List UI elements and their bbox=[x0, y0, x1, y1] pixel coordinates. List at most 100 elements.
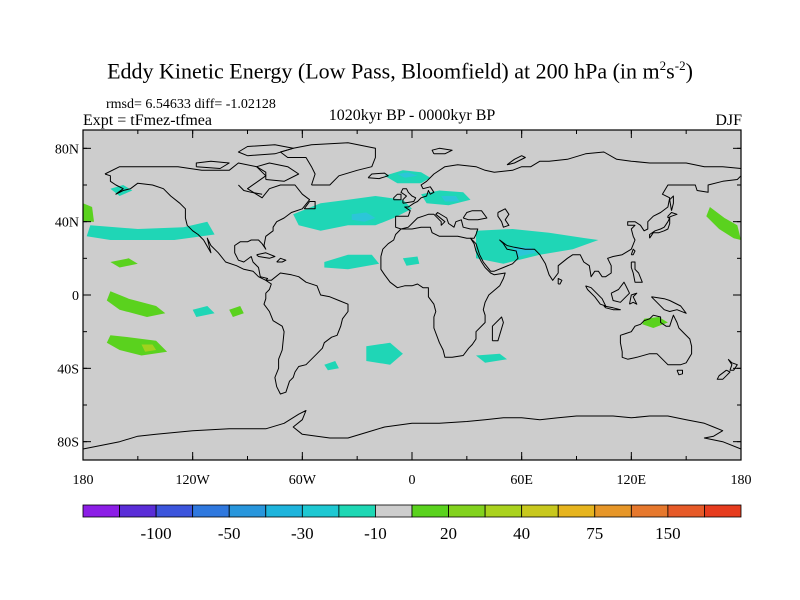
lon-tick-label: 60W bbox=[289, 473, 317, 488]
colorbar-box bbox=[630, 504, 669, 518]
coast-java bbox=[603, 305, 621, 311]
colorbar-box bbox=[557, 504, 596, 518]
coast-newfoundland bbox=[303, 201, 316, 210]
region-indian-ocean bbox=[476, 353, 507, 363]
lat-tick-label: 40N bbox=[55, 216, 79, 231]
coast-hispaniola bbox=[276, 257, 287, 263]
lon-tick-label: 0 bbox=[409, 473, 416, 488]
axis-layer: 80N 40N 0 40S 80S 180 120W 60W 0 60E 120E 180 bbox=[55, 129, 752, 488]
coast-hudson-bay-west bbox=[238, 184, 263, 195]
coast-sri-lanka bbox=[557, 278, 563, 285]
colorbar-box bbox=[82, 504, 120, 518]
lon-tick-label: 120E bbox=[617, 473, 647, 488]
coast-sulawesi bbox=[629, 292, 638, 305]
colorbar: -100 -50 -30 -10 20 40 75 150 bbox=[82, 504, 742, 543]
colorbar-box bbox=[667, 504, 705, 518]
region-nw-pacific bbox=[83, 203, 94, 222]
region-n-atlantic-core bbox=[351, 212, 376, 222]
region-australia bbox=[642, 317, 668, 328]
period-label: 1020kyr BP - 0000kyr BP bbox=[328, 107, 496, 124]
colorbar-box bbox=[228, 504, 267, 518]
coast-tasmania bbox=[676, 369, 683, 376]
colorbar-box bbox=[484, 504, 523, 518]
coast-south-america bbox=[263, 272, 349, 395]
coast-sakhalin bbox=[669, 195, 674, 211]
colorbar-box bbox=[411, 504, 449, 518]
coast-novaya-zemlya bbox=[506, 155, 526, 166]
region-n-pacific bbox=[86, 221, 215, 240]
coast-sumatra bbox=[585, 285, 607, 307]
colorbar-label: 20 bbox=[440, 524, 457, 543]
colorbar-label: 150 bbox=[655, 524, 681, 543]
lat-tick-label: 80N bbox=[55, 142, 79, 157]
colorbar-box bbox=[265, 504, 303, 518]
lat-tick-label: 80S bbox=[57, 436, 79, 451]
region-mid-atl bbox=[324, 254, 380, 270]
region-sw-pacific-n bbox=[106, 291, 166, 317]
region-s-asia bbox=[476, 229, 599, 264]
region-e-pacific-n bbox=[192, 306, 215, 317]
colorbar-label: -100 bbox=[141, 524, 172, 543]
stats-text: rmsd= 6.54633 diff= -1.02128 bbox=[106, 97, 276, 112]
region-ne-pacific bbox=[706, 207, 741, 240]
map-layer bbox=[82, 130, 742, 460]
lon-tick-label: 120W bbox=[176, 473, 211, 488]
coast-caspian bbox=[497, 208, 510, 228]
coast-madagascar bbox=[491, 316, 504, 342]
chart-title: Eddy Kinetic Energy (Low Pass, Bloomfiel… bbox=[107, 58, 693, 84]
coast-eurasia bbox=[395, 151, 742, 281]
colorbar-box bbox=[594, 504, 632, 518]
region-sw-pacific-s-core bbox=[141, 344, 157, 352]
coast-japan bbox=[649, 217, 671, 239]
coast-africa bbox=[380, 226, 506, 358]
coast-victoria-island bbox=[195, 160, 230, 169]
coast-greenland bbox=[279, 142, 376, 186]
region-s-atl-west bbox=[324, 361, 339, 371]
region-c-pacific bbox=[110, 258, 138, 268]
coast-cuba bbox=[256, 252, 276, 259]
coast-great-britain bbox=[400, 188, 417, 204]
experiment-label: Expt = tFmez-tfmea bbox=[83, 112, 212, 129]
coast-iceland bbox=[367, 172, 389, 180]
lon-tick-label: 180 bbox=[731, 473, 752, 488]
coast-black-sea bbox=[462, 210, 488, 221]
colorbar-box bbox=[192, 504, 230, 518]
coast-hokkaido bbox=[667, 212, 678, 219]
colorbar-box bbox=[521, 504, 559, 518]
coast-philippines bbox=[630, 261, 643, 283]
colorbar-label: -30 bbox=[291, 524, 314, 543]
colorbar-box bbox=[338, 504, 376, 518]
coast-north-america bbox=[104, 162, 311, 281]
colorbar-box bbox=[301, 504, 340, 518]
coast-new-guinea bbox=[651, 296, 687, 314]
coast-antarctica bbox=[82, 410, 742, 450]
coast-svalbard bbox=[431, 147, 453, 155]
coast-australia bbox=[619, 314, 693, 366]
colorbar-label: 75 bbox=[586, 524, 603, 543]
coast-borneo bbox=[610, 281, 630, 303]
coast-new-zealand-n bbox=[727, 358, 738, 371]
lat-tick-label: 40S bbox=[57, 362, 79, 377]
colorbar-label: -50 bbox=[218, 524, 241, 543]
coast-taiwan bbox=[630, 248, 636, 256]
region-e-pacific-s bbox=[229, 306, 244, 317]
coast-baffin bbox=[256, 162, 300, 182]
colorbar-label: 40 bbox=[513, 524, 530, 543]
lon-tick-label: 180 bbox=[73, 473, 94, 488]
colorbar-box bbox=[704, 504, 742, 518]
coast-ellesmere bbox=[237, 144, 294, 157]
region-w-africa bbox=[402, 256, 420, 266]
colorbar-box bbox=[448, 504, 486, 518]
colorbar-box bbox=[155, 504, 194, 518]
coast-ireland bbox=[393, 193, 402, 201]
colorbar-label: -10 bbox=[364, 524, 387, 543]
region-europe-core bbox=[441, 196, 460, 202]
coast-new-zealand-s bbox=[716, 369, 731, 380]
colorbar-box bbox=[375, 504, 413, 518]
colorbar-box bbox=[119, 504, 157, 518]
season-label: DJF bbox=[715, 112, 742, 129]
region-s-atlantic bbox=[366, 342, 403, 365]
region-nordic-core bbox=[397, 172, 418, 178]
region-n-atlantic bbox=[293, 196, 412, 231]
